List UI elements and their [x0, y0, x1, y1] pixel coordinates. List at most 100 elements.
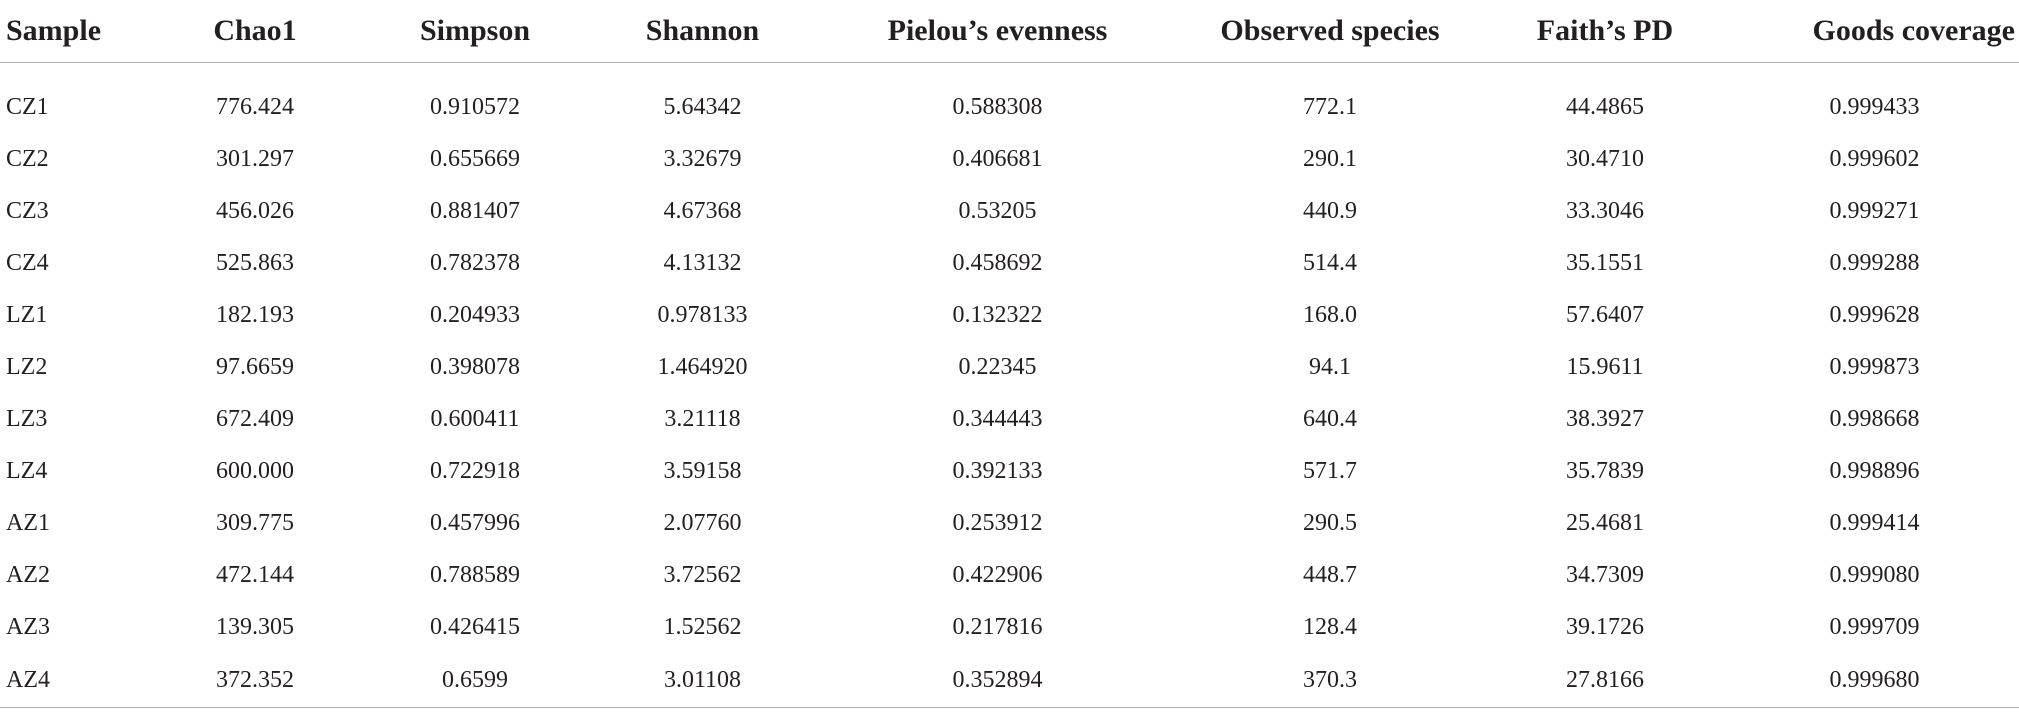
- cell-goods-coverage: 0.999873: [1829, 353, 1920, 380]
- column-header-chao1: Chao1: [150, 0, 360, 63]
- cell-chao1: 372.352: [150, 653, 360, 708]
- cell-sample: CZ4: [6, 249, 49, 276]
- cell-chao1: 309.775: [216, 509, 294, 536]
- header-spacer: [0, 63, 2019, 82]
- cell-chao1: 456.026: [216, 197, 294, 224]
- cell-observed-species: 640.4: [1303, 405, 1357, 432]
- table-row: LZ2 97.6659 0.398078 1.464920 0.22345 94.1 15.…: [0, 341, 2019, 393]
- cell-observed-species: 94.1: [1309, 353, 1351, 380]
- cell-pielou-evenness: 0.344443: [952, 405, 1043, 432]
- cell-observed-species: 128.4: [1303, 613, 1357, 640]
- cell-simpson: 0.910572: [430, 93, 520, 120]
- cell-shannon: 3.59158: [663, 457, 742, 484]
- cell-chao1: 525.863: [216, 249, 294, 276]
- table-row: LZ3 672.409 0.600411 3.21118 0.344443 640.4 38…: [0, 393, 2019, 445]
- table-row: CZ4 525.863 0.782378 4.13132 0.458692 514.4 35…: [0, 237, 2019, 289]
- cell-chao1: 600.000: [216, 457, 294, 484]
- table-row: LZ1 182.193 0.204933 0.978133 0.132322 168.0 5…: [0, 289, 2019, 341]
- cell-faiths-pd: 30.4710: [1566, 145, 1644, 172]
- cell-observed-species: 370.3: [1180, 653, 1480, 708]
- table-row: AZ1 309.775 0.457996 2.07760 0.253912 290.5 25…: [0, 497, 2019, 549]
- cell-simpson: 0.426415: [430, 613, 520, 640]
- cell-goods-coverage: 0.999433: [1829, 93, 1920, 120]
- cell-sample: CZ3: [6, 197, 49, 224]
- column-header-sample: Sample: [0, 0, 150, 63]
- cell-simpson: 0.782378: [430, 249, 520, 276]
- cell-shannon: 3.72562: [663, 561, 742, 588]
- cell-simpson: 0.398078: [430, 353, 520, 380]
- cell-pielou-evenness: 0.422906: [952, 561, 1043, 588]
- column-header-observed-species: Observed species: [1180, 0, 1480, 63]
- column-header-pielou-evenness: Pielou’s evenness: [815, 0, 1180, 63]
- cell-shannon: 5.64342: [663, 93, 742, 120]
- cell-chao1: 472.144: [216, 561, 294, 588]
- cell-faiths-pd: 35.7839: [1566, 457, 1644, 484]
- cell-pielou-evenness: 0.458692: [952, 249, 1043, 276]
- cell-pielou-evenness: 0.588308: [952, 93, 1043, 120]
- cell-simpson: 0.457996: [430, 509, 520, 536]
- column-header-shannon: Shannon: [590, 0, 815, 63]
- cell-goods-coverage: 0.999602: [1829, 145, 1920, 172]
- cell-faiths-pd: 38.3927: [1566, 405, 1644, 432]
- cell-shannon: 3.32679: [663, 145, 742, 172]
- cell-faiths-pd: 15.9611: [1566, 353, 1644, 380]
- cell-simpson: 0.600411: [430, 405, 520, 432]
- cell-faiths-pd: 35.1551: [1566, 249, 1644, 276]
- cell-shannon: 0.978133: [657, 301, 748, 328]
- table-header: Sample Chao1 Simpson Shannon Pielou’s ev…: [0, 0, 2019, 63]
- cell-goods-coverage: 0.998896: [1829, 457, 1920, 484]
- cell-pielou-evenness: 0.22345: [958, 353, 1037, 380]
- cell-sample: LZ4: [6, 457, 48, 484]
- cell-sample: LZ3: [6, 405, 48, 432]
- cell-simpson: 0.655669: [430, 145, 520, 172]
- cell-faiths-pd: 39.1726: [1566, 613, 1644, 640]
- cell-simpson: 0.204933: [430, 301, 520, 328]
- table-row: CZ2 301.297 0.655669 3.32679 0.406681 290.1 30…: [0, 133, 2019, 185]
- cell-sample: AZ2: [6, 561, 50, 588]
- cell-sample: CZ1: [6, 93, 49, 120]
- cell-shannon: 2.07760: [663, 509, 742, 536]
- cell-chao1: 182.193: [216, 301, 294, 328]
- table-row: AZ3 139.305 0.426415 1.52562 0.217816 128.4 39…: [0, 601, 2019, 653]
- cell-goods-coverage: 0.999288: [1829, 249, 1920, 276]
- cell-pielou-evenness: 0.406681: [952, 145, 1043, 172]
- cell-faiths-pd: 57.6407: [1566, 301, 1644, 328]
- diversity-table-container: Sample Chao1 Simpson Shannon Pielou’s ev…: [0, 0, 2019, 708]
- cell-sample: LZ1: [6, 301, 48, 328]
- cell-pielou-evenness: 0.132322: [952, 301, 1043, 328]
- cell-pielou-evenness: 0.217816: [952, 613, 1043, 640]
- table-row: CZ3 456.026 0.881407 4.67368 0.53205 440.9 33.…: [0, 185, 2019, 237]
- cell-goods-coverage: 0.998668: [1829, 405, 1920, 432]
- cell-faiths-pd: 25.4681: [1566, 509, 1644, 536]
- cell-pielou-evenness: 0.253912: [952, 509, 1043, 536]
- cell-observed-species: 440.9: [1303, 197, 1357, 224]
- cell-simpson: 0.881407: [430, 197, 520, 224]
- table-row: AZ2 472.144 0.788589 3.72562 0.422906 448.7 34…: [0, 549, 2019, 601]
- cell-goods-coverage: 0.999628: [1829, 301, 1920, 328]
- cell-chao1: 301.297: [216, 145, 294, 172]
- table-body: CZ1 776.424 0.910572 5.64342 0.588308 772.1 44…: [0, 63, 2019, 708]
- table-row: CZ1 776.424 0.910572 5.64342 0.588308 772.1 44…: [0, 81, 2019, 133]
- cell-simpson: 0.788589: [430, 561, 520, 588]
- cell-faiths-pd: 33.3046: [1566, 197, 1644, 224]
- cell-chao1: 97.6659: [216, 353, 294, 380]
- cell-simpson: 0.722918: [430, 457, 520, 484]
- cell-sample: CZ2: [6, 145, 49, 172]
- cell-observed-species: 448.7: [1303, 561, 1357, 588]
- cell-observed-species: 290.5: [1303, 509, 1357, 536]
- cell-observed-species: 514.4: [1303, 249, 1357, 276]
- cell-pielou-evenness: 0.352894: [815, 653, 1180, 708]
- cell-goods-coverage: 0.999271: [1829, 197, 1920, 224]
- cell-pielou-evenness: 0.392133: [952, 457, 1043, 484]
- table-row: LZ4 600.000 0.722918 3.59158 0.392133 571.7 35…: [0, 445, 2019, 497]
- cell-pielou-evenness: 0.53205: [958, 197, 1037, 224]
- cell-sample: AZ4: [0, 653, 150, 708]
- cell-shannon: 1.52562: [663, 613, 742, 640]
- header-row: Sample Chao1 Simpson Shannon Pielou’s ev…: [0, 0, 2019, 63]
- cell-chao1: 776.424: [216, 93, 294, 120]
- cell-observed-species: 168.0: [1303, 301, 1357, 328]
- cell-chao1: 139.305: [216, 613, 294, 640]
- cell-sample: AZ1: [6, 509, 50, 536]
- column-header-faiths-pd: Faith’s PD: [1480, 0, 1730, 63]
- cell-sample: AZ3: [6, 613, 50, 640]
